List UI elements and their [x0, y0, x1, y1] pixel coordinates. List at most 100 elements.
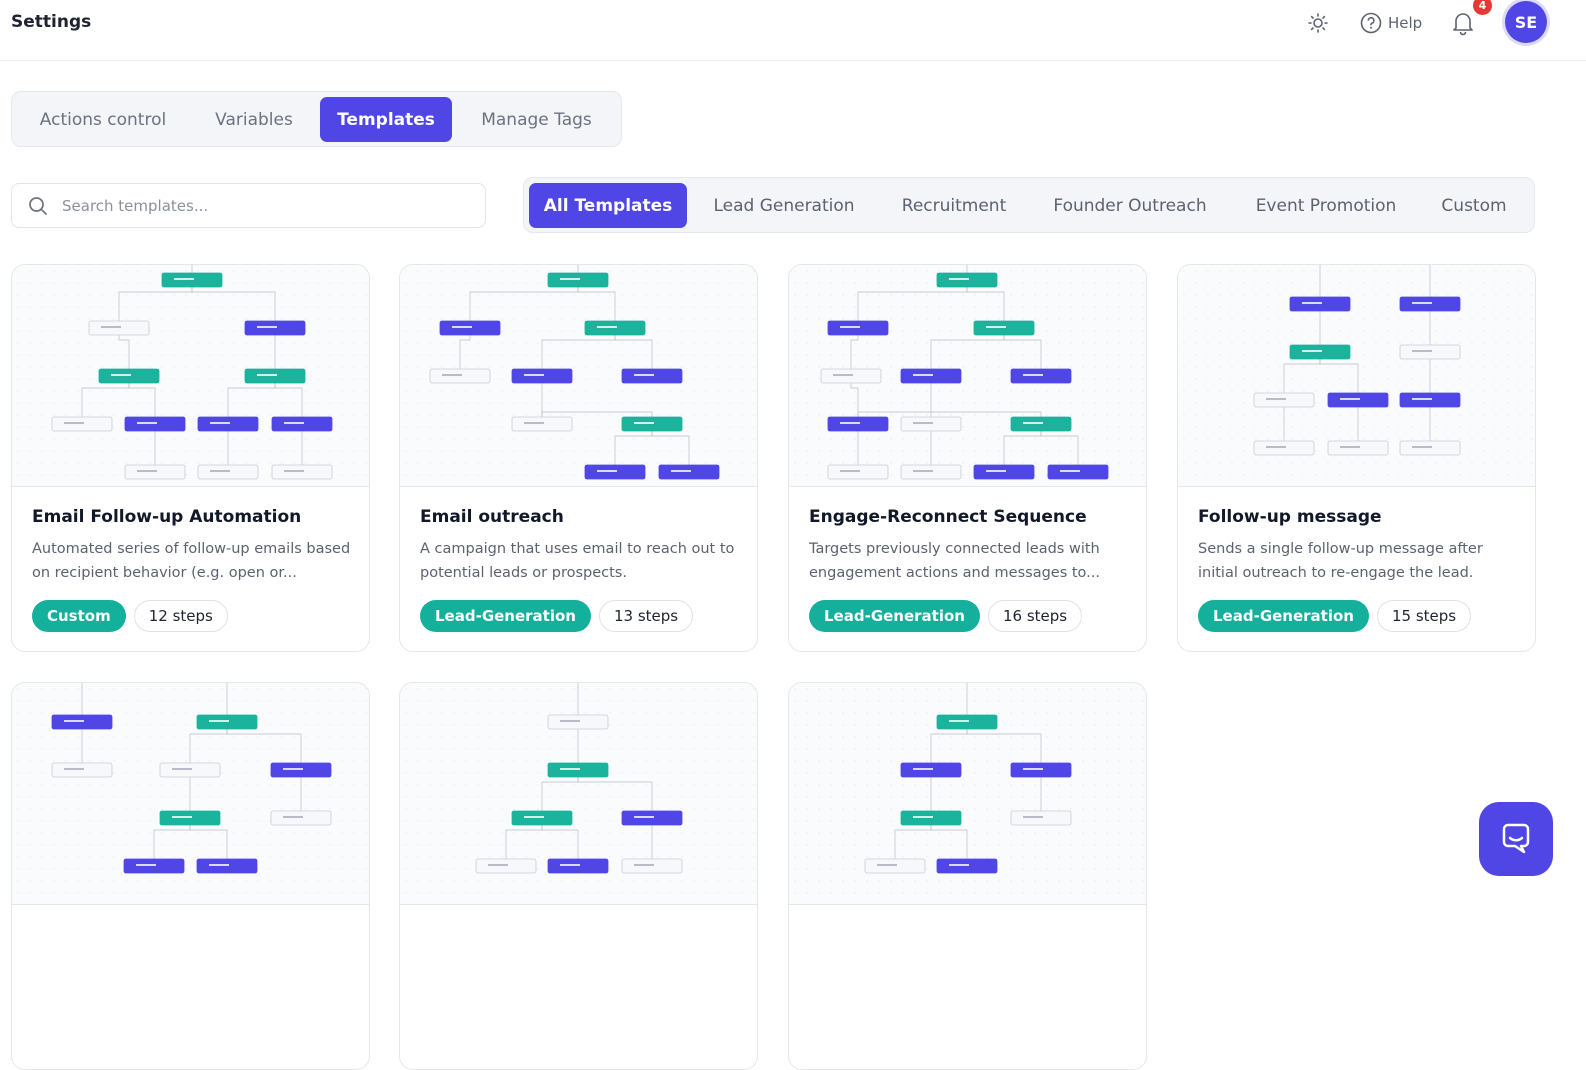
grid-dot [1195, 390, 1197, 392]
chat-button[interactable] [1479, 802, 1553, 876]
grid-dot [806, 342, 808, 344]
grid-dot [962, 474, 964, 476]
grid-dot [137, 808, 139, 810]
template-card[interactable] [788, 682, 1147, 1070]
grid-dot [633, 318, 635, 320]
grid-dot [113, 450, 115, 452]
grid-dot [753, 306, 755, 308]
notifications-button[interactable] [1451, 10, 1475, 36]
grid-dot [305, 438, 307, 440]
grid-dot [1255, 366, 1257, 368]
grid-dot [17, 366, 19, 368]
grid-dot [585, 342, 587, 344]
template-card[interactable]: Email Follow-up Automation Automated seri… [11, 264, 370, 652]
tab-active[interactable]: Templates [320, 97, 452, 142]
grid-dot [161, 450, 163, 452]
grid-dot [938, 784, 940, 786]
grid-dot [465, 426, 467, 428]
grid-dot [161, 748, 163, 750]
search-box[interactable]: Search templates... [11, 183, 486, 228]
grid-dot [657, 306, 659, 308]
grid-dot [1195, 426, 1197, 428]
grid-dot [1507, 378, 1509, 380]
grid-dot [245, 712, 247, 714]
grid-dot [794, 270, 796, 272]
filter[interactable]: Event Promotion [1255, 195, 1397, 216]
tab[interactable]: Actions control [39, 109, 167, 130]
grid-dot [41, 688, 43, 690]
filter[interactable]: Lead Generation [713, 195, 855, 216]
grid-dot [257, 270, 259, 272]
grid-dot [753, 712, 755, 714]
grid-dot [17, 820, 19, 822]
filter[interactable]: Custom [1441, 195, 1507, 216]
template-card[interactable]: Engage-Reconnect Sequence Targets previou… [788, 264, 1147, 652]
grid-dot [1507, 450, 1509, 452]
grid-dot [669, 402, 671, 404]
grid-dot [962, 748, 964, 750]
template-card[interactable] [399, 682, 758, 1070]
grid-dot [585, 378, 587, 380]
grid-dot [914, 856, 916, 858]
connector [850, 383, 859, 417]
card-title: Email outreach [420, 507, 564, 527]
grid-dot [53, 736, 55, 738]
grid-dot [597, 450, 599, 452]
grid-dot [1303, 390, 1305, 392]
grid-dot [1531, 426, 1533, 428]
grid-dot [161, 330, 163, 332]
grid-dot [914, 450, 916, 452]
grid-dot [293, 354, 295, 356]
tab[interactable]: Variables [215, 109, 293, 130]
tab[interactable]: Manage Tags [481, 109, 592, 130]
filter[interactable]: Recruitment [901, 195, 1007, 216]
grid-dot [573, 462, 575, 464]
template-card[interactable]: Email outreach A campaign that uses email… [399, 264, 758, 652]
grid-dot [1267, 366, 1269, 368]
grid-dot [681, 354, 683, 356]
filter-active[interactable]: All Templates [529, 183, 687, 228]
grid-dot [477, 474, 479, 476]
grid-dot [1411, 282, 1413, 284]
grid-dot [717, 748, 719, 750]
grid-dot [501, 366, 503, 368]
help-button[interactable]: Help [1360, 12, 1422, 34]
grid-dot [137, 282, 139, 284]
grid-dot [477, 796, 479, 798]
grid-dot [1010, 390, 1012, 392]
grid-dot [209, 760, 211, 762]
grid-dot [1399, 474, 1401, 476]
grid-dot [1243, 390, 1245, 392]
grid-dot [645, 796, 647, 798]
grid-dot [1058, 270, 1060, 272]
grid-dot [705, 354, 707, 356]
grid-dot [621, 748, 623, 750]
template-card[interactable]: Follow-up message Sends a single follow-u… [1177, 264, 1536, 652]
grid-dot [221, 450, 223, 452]
grid-dot [1339, 330, 1341, 332]
grid-dot [818, 462, 820, 464]
user-avatar[interactable]: SE [1505, 1, 1547, 43]
grid-dot [1243, 342, 1245, 344]
filter[interactable]: Founder Outreach [1053, 195, 1207, 216]
grid-dot [741, 354, 743, 356]
grid-dot [1070, 462, 1072, 464]
grid-dot [453, 880, 455, 882]
grid-dot [866, 390, 868, 392]
grid-dot [305, 760, 307, 762]
grid-dot [753, 820, 755, 822]
grid-dot [717, 282, 719, 284]
grid-dot [525, 354, 527, 356]
grid-dot [645, 270, 647, 272]
theme-toggle[interactable] [1307, 12, 1329, 34]
template-card[interactable] [11, 682, 370, 1070]
grid-dot [365, 330, 367, 332]
grid-dot [561, 438, 563, 440]
grid-dot [549, 808, 551, 810]
grid-dot [818, 474, 820, 476]
grid-dot [1142, 760, 1144, 762]
grid-dot [1183, 282, 1185, 284]
grid-dot [621, 832, 623, 834]
grid-dot [1070, 700, 1072, 702]
grid-dot [806, 294, 808, 296]
